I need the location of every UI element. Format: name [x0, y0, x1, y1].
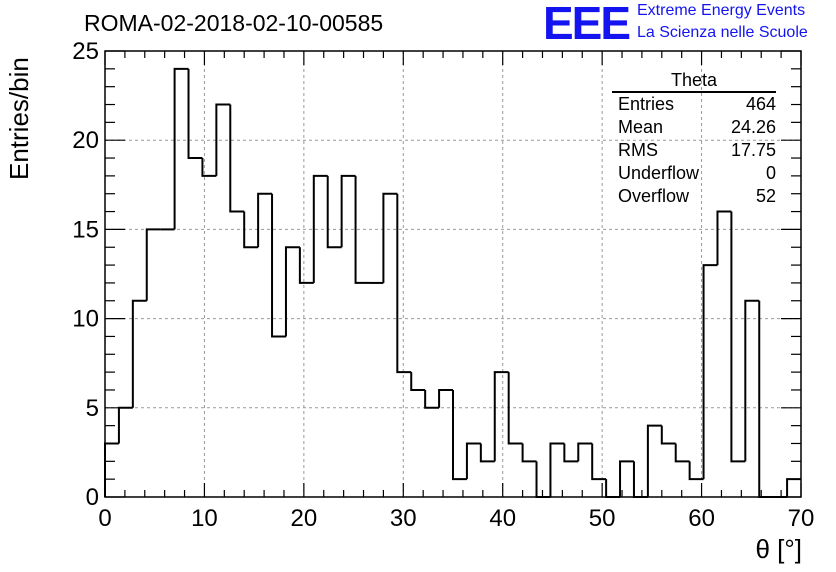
stats-row-mean: Mean 24.26 [612, 116, 776, 139]
stats-value: 0 [765, 163, 776, 183]
histogram-bin [688, 461, 704, 481]
histogram-bin [674, 443, 690, 463]
stats-value: 464 [745, 94, 776, 114]
stats-label: Mean [618, 117, 664, 137]
x-tick-label: 70 [788, 505, 815, 532]
histogram-bin [340, 174, 356, 248]
histogram-bin [521, 443, 537, 463]
stats-box: Theta Entries 464 Mean 24.26 RMS 17.75 U… [612, 70, 776, 208]
x-tick-label: 50 [589, 505, 616, 532]
histogram-bin [117, 406, 133, 444]
y-tick-label: 20 [72, 127, 99, 154]
x-axis-label: θ [°] [755, 534, 802, 564]
x-tick-label: 0 [98, 505, 111, 532]
y-axis-label: Entries/bin [4, 57, 34, 180]
histogram-bin [493, 371, 509, 462]
histogram-bin [145, 228, 161, 301]
stats-label: Overflow [618, 186, 690, 206]
x-tick-label: 10 [191, 505, 218, 532]
histogram-bin [326, 175, 342, 249]
histogram-bin [187, 68, 203, 160]
histogram-bin [382, 192, 398, 283]
histogram-bin [535, 461, 551, 498]
stats-value: 52 [755, 186, 776, 206]
histogram-bin [131, 299, 147, 408]
stats-value: 17.75 [730, 140, 776, 160]
y-tick-label: 25 [72, 38, 99, 65]
histogram-bin [591, 443, 607, 481]
histogram-bin [173, 67, 189, 230]
histogram-bin [507, 372, 523, 445]
histogram-bin [632, 461, 648, 498]
stats-title: Theta [612, 70, 776, 93]
histogram-bin [312, 174, 328, 283]
x-tick-label: 60 [688, 505, 715, 532]
histogram-bin [619, 460, 634, 497]
histogram-bin [660, 425, 676, 445]
x-tick-label: 30 [390, 505, 417, 532]
histogram-bin [229, 104, 245, 213]
histogram-bin [215, 103, 231, 176]
histogram-bin [646, 424, 662, 497]
histogram-bin [298, 247, 314, 284]
histogram-bin [465, 442, 481, 480]
plot-frame [104, 50, 802, 498]
histogram-bin [563, 443, 579, 463]
stats-row-underflow: Underflow 0 [612, 162, 776, 185]
histogram-bin [479, 443, 495, 463]
y-tick-label: 10 [72, 306, 99, 333]
stats-row-overflow: Overflow 52 [612, 185, 776, 208]
stats-row-rms: RMS 17.75 [612, 139, 776, 162]
histogram-bin [396, 193, 412, 374]
stats-value: 24.26 [730, 117, 776, 137]
histogram-bin [354, 175, 370, 284]
histogram-bin [410, 372, 426, 391]
histogram-bin [744, 299, 760, 462]
x-tick-label: 20 [291, 505, 318, 532]
histogram-bin [577, 442, 593, 462]
eee-logo: EEE [543, 0, 631, 49]
histogram-bin [271, 193, 286, 338]
y-tick-label: 0 [86, 484, 99, 511]
histogram-bin [438, 388, 453, 408]
chart-title: ROMA-02-2018-02-10-00585 [84, 10, 384, 36]
histogram-bin [716, 210, 732, 266]
histogram-bin [452, 389, 467, 481]
histogram-bin [702, 264, 718, 480]
logo-line-1: Extreme Energy Events [637, 2, 806, 19]
histogram-bin [257, 192, 273, 248]
histogram-bin [730, 211, 746, 463]
stats-label: Entries [618, 94, 675, 114]
histogram-bin [786, 478, 801, 497]
histogram-bin [104, 442, 119, 497]
x-tick-label: 40 [489, 505, 516, 532]
histogram-bin [549, 442, 565, 497]
logo-line-2: La Scienza nelle Scuole [637, 24, 808, 41]
histogram-bin [243, 211, 259, 249]
histogram-bin [284, 246, 300, 337]
histogram-bin [605, 479, 621, 498]
histogram-bin [201, 158, 217, 177]
y-tick-label: 5 [86, 395, 99, 422]
stats-label: Underflow [618, 163, 700, 183]
y-tick-label: 15 [72, 216, 99, 243]
stats-row-entries: Entries 464 [612, 93, 776, 116]
stats-label: RMS [618, 140, 658, 160]
histogram-bin [758, 300, 774, 498]
histogram-bin [424, 389, 440, 409]
